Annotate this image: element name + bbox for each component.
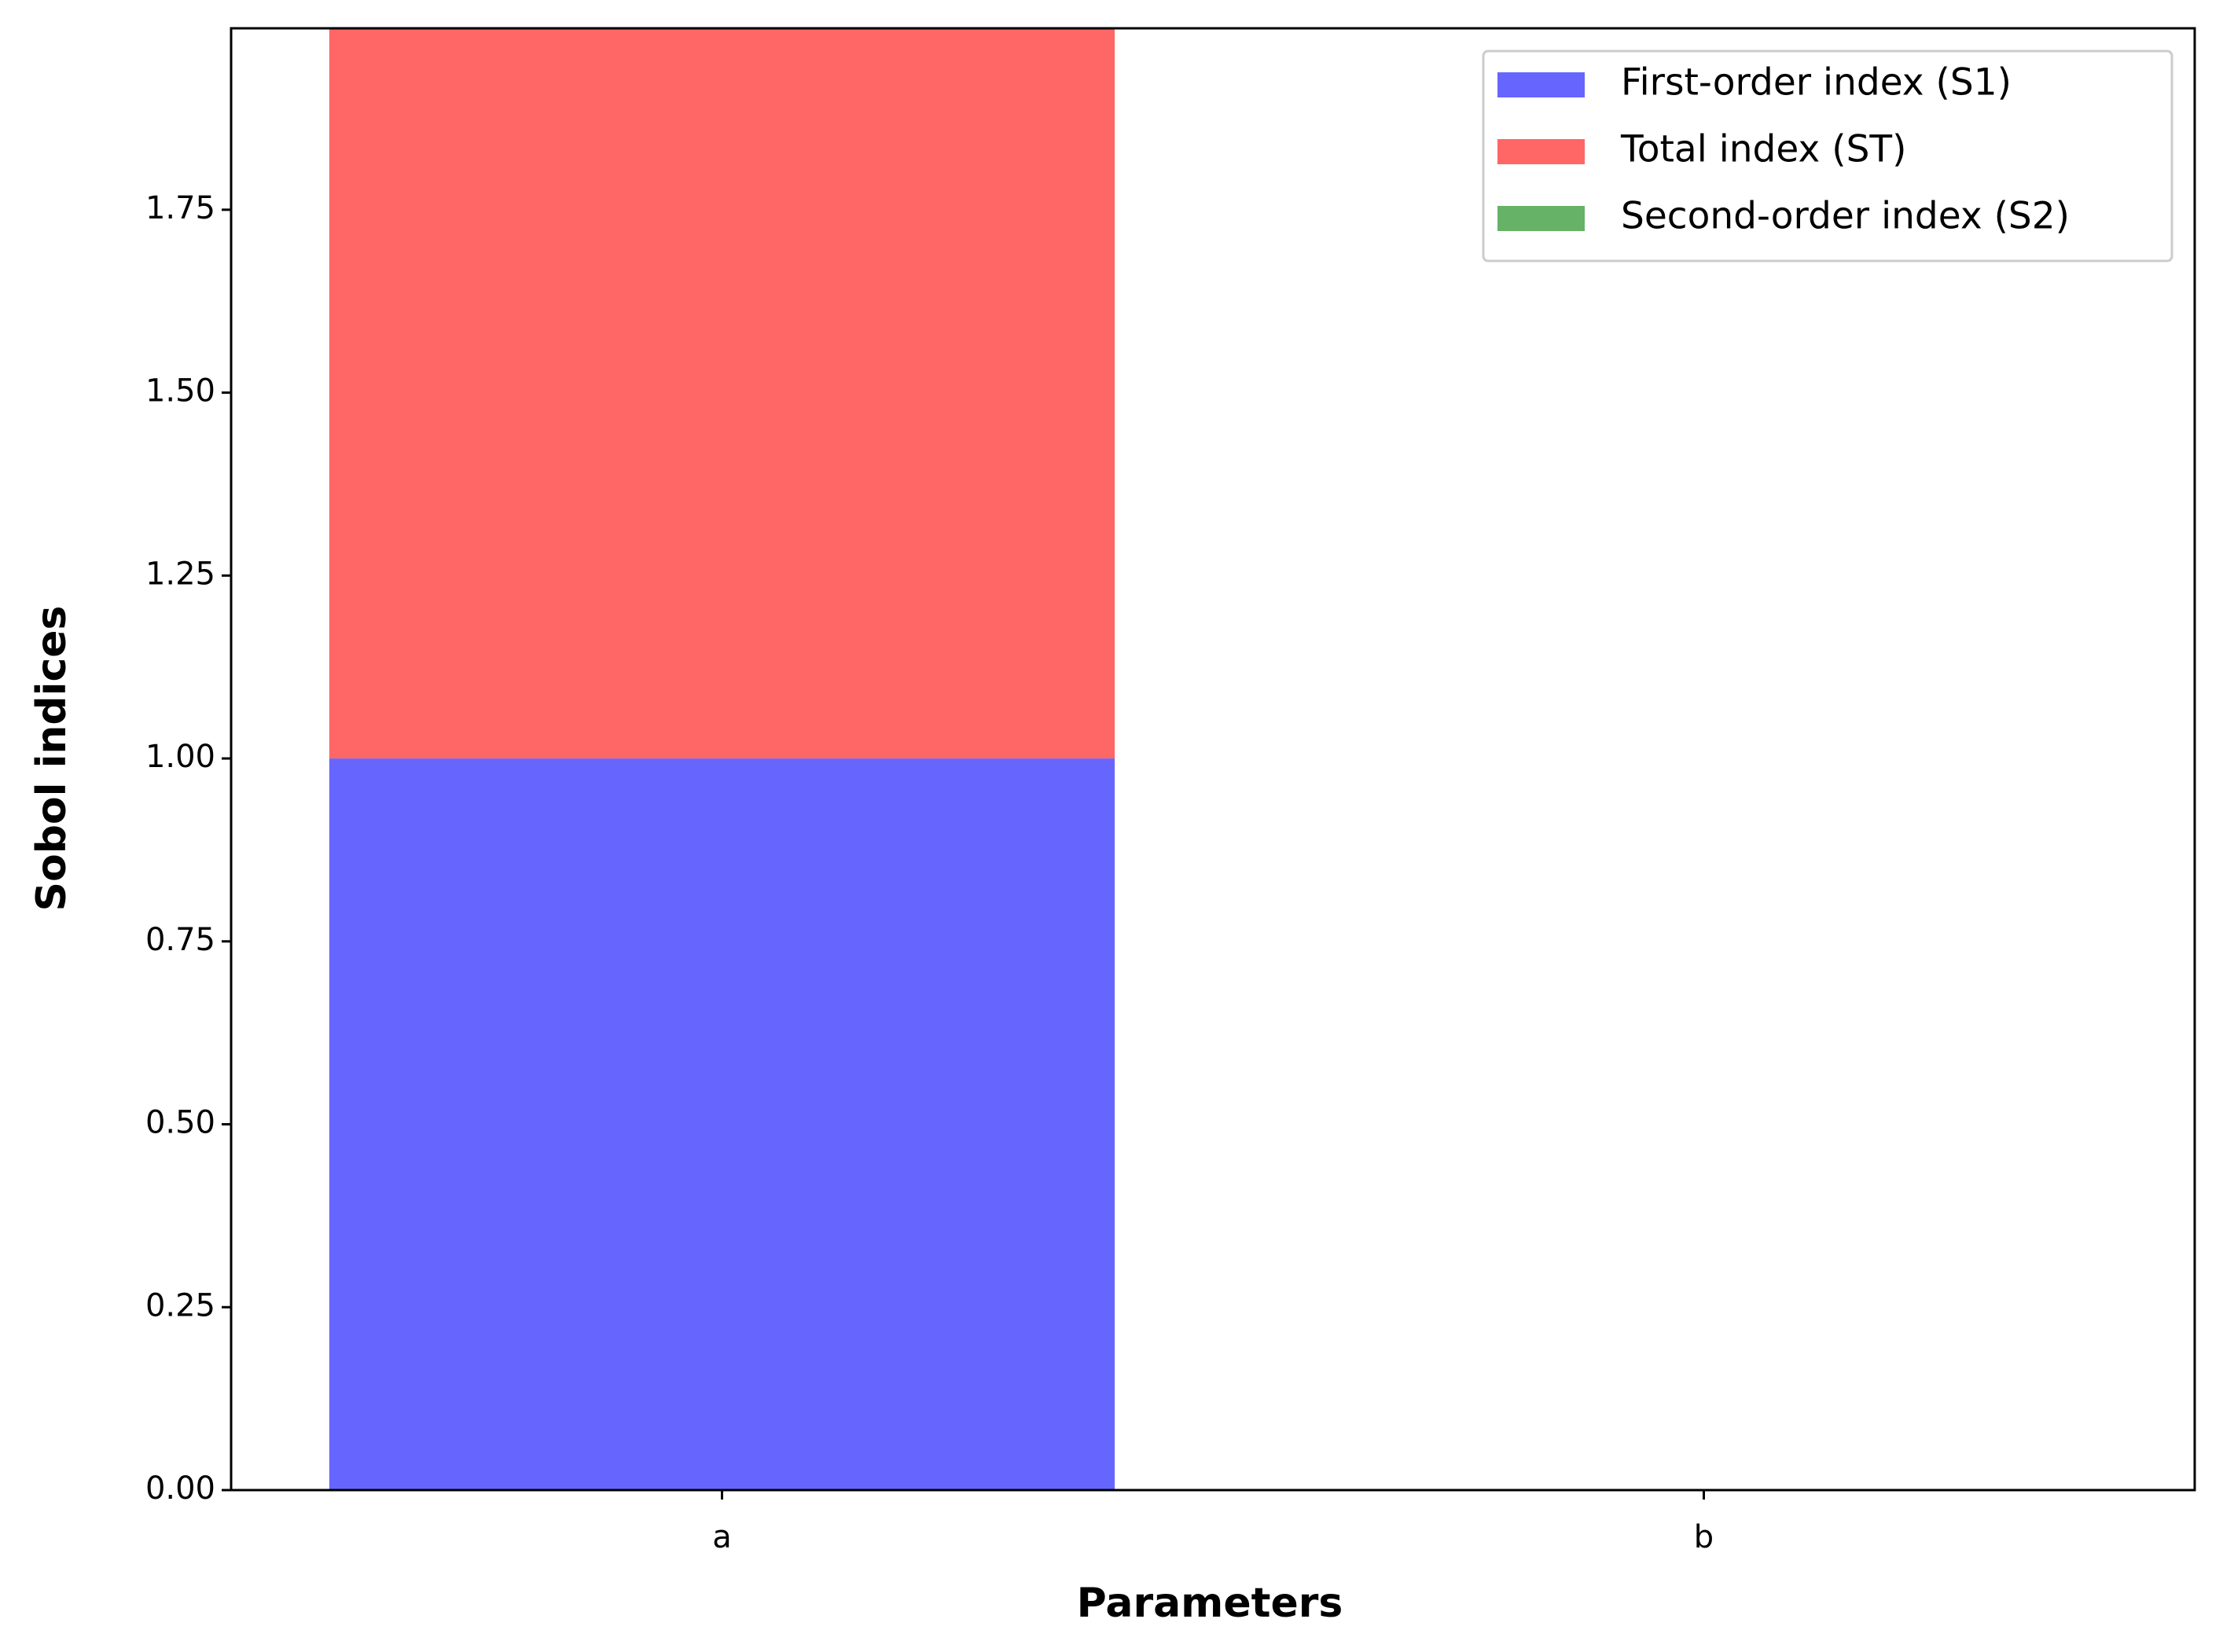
x-axis-label: Parameters bbox=[1077, 1580, 1343, 1627]
legend-swatch bbox=[1497, 139, 1585, 164]
y-tick-label: 1.25 bbox=[145, 556, 215, 592]
x-tick-label: a bbox=[712, 1519, 732, 1555]
y-tick-label: 0.75 bbox=[145, 922, 215, 958]
plot-area bbox=[329, 28, 1115, 1490]
y-axis-label: Sobol indices bbox=[28, 606, 75, 912]
legend-swatch bbox=[1497, 206, 1585, 231]
legend-label: First-order index (S1) bbox=[1621, 61, 2012, 105]
y-tick-label: 1.00 bbox=[145, 739, 215, 775]
y-tick-label: 0.25 bbox=[145, 1287, 215, 1323]
y-tick-label: 1.75 bbox=[145, 190, 215, 226]
legend-label: Total index (ST) bbox=[1620, 128, 1906, 171]
x-tick-label: b bbox=[1694, 1519, 1714, 1555]
y-tick-label: 0.50 bbox=[145, 1105, 215, 1141]
y-tick-label: 1.50 bbox=[145, 373, 215, 409]
y-tick-label: 0.00 bbox=[145, 1470, 215, 1507]
legend-box bbox=[1482, 50, 2173, 262]
bar-segment bbox=[329, 758, 1115, 1490]
legend-swatch bbox=[1497, 72, 1585, 97]
legend-label: Second-order index (S2) bbox=[1621, 195, 2070, 238]
bar-segment bbox=[329, 28, 1115, 759]
